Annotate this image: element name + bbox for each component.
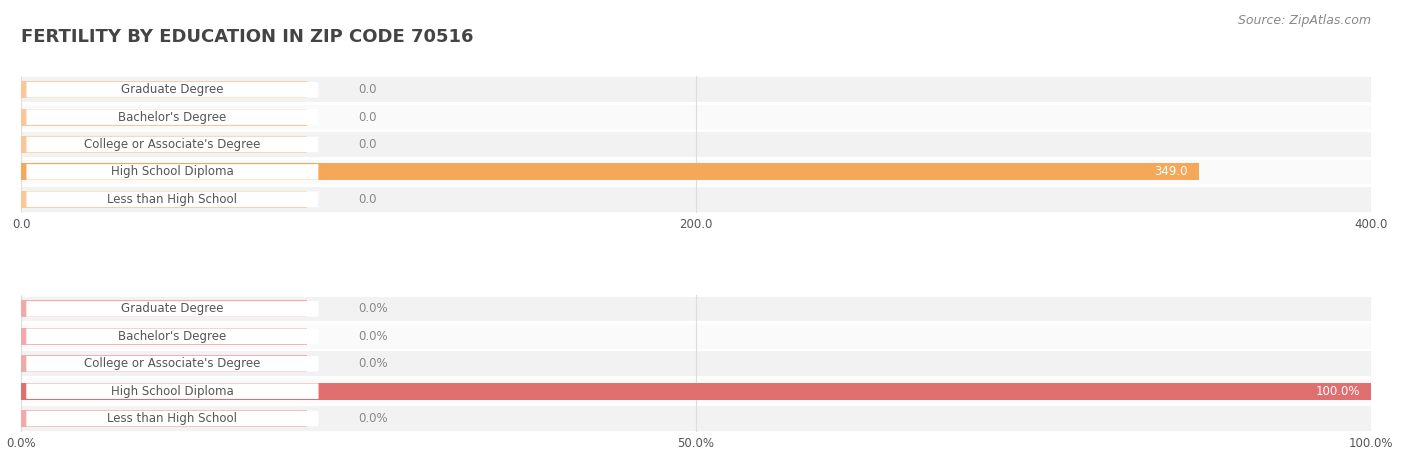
Bar (21, 328, 307, 345)
Bar (21, 324, 1371, 349)
FancyBboxPatch shape (27, 164, 318, 180)
Bar (21, 132, 1371, 157)
Bar (21, 81, 307, 98)
Text: Source: ZipAtlas.com: Source: ZipAtlas.com (1237, 14, 1371, 27)
Bar (21, 160, 1371, 184)
Bar (21, 352, 1371, 376)
FancyBboxPatch shape (27, 301, 319, 317)
Text: 0.0: 0.0 (359, 111, 377, 124)
FancyBboxPatch shape (27, 137, 318, 152)
Text: Bachelor's Degree: Bachelor's Degree (118, 111, 226, 124)
Text: Less than High School: Less than High School (107, 193, 238, 206)
Text: High School Diploma: High School Diploma (111, 385, 233, 398)
Text: 0.0: 0.0 (359, 83, 377, 96)
Text: 0.0%: 0.0% (359, 303, 388, 315)
Text: Graduate Degree: Graduate Degree (121, 303, 224, 315)
Text: FERTILITY BY EDUCATION IN ZIP CODE 70516: FERTILITY BY EDUCATION IN ZIP CODE 70516 (21, 28, 474, 47)
FancyBboxPatch shape (27, 329, 319, 344)
Bar (21, 105, 1371, 129)
FancyBboxPatch shape (27, 82, 318, 97)
Text: 0.0%: 0.0% (359, 412, 388, 425)
Bar (21, 191, 307, 208)
Bar (21, 187, 1371, 212)
Bar (21, 136, 307, 153)
Bar (21, 383, 1371, 399)
Text: Graduate Degree: Graduate Degree (121, 83, 224, 96)
Text: 349.0: 349.0 (1154, 165, 1188, 179)
Bar (21, 300, 307, 317)
Text: 0.0: 0.0 (359, 193, 377, 206)
Bar (21, 406, 1371, 431)
Bar (21, 163, 1199, 180)
Text: Bachelor's Degree: Bachelor's Degree (118, 330, 226, 343)
FancyBboxPatch shape (27, 383, 319, 399)
FancyBboxPatch shape (27, 356, 319, 371)
Bar (21, 109, 307, 125)
Text: 0.0: 0.0 (359, 138, 377, 151)
Text: College or Associate's Degree: College or Associate's Degree (84, 138, 260, 151)
Text: Less than High School: Less than High School (107, 412, 238, 425)
Bar (21, 77, 1371, 102)
Text: 0.0%: 0.0% (359, 357, 388, 370)
Text: High School Diploma: High School Diploma (111, 165, 233, 179)
Bar (21, 379, 1371, 403)
FancyBboxPatch shape (27, 411, 319, 427)
Bar (21, 355, 307, 372)
Text: 0.0%: 0.0% (359, 330, 388, 343)
Text: College or Associate's Degree: College or Associate's Degree (84, 357, 260, 370)
FancyBboxPatch shape (27, 109, 318, 125)
Bar (21, 410, 307, 427)
Text: 100.0%: 100.0% (1316, 385, 1360, 398)
Bar (21, 296, 1371, 321)
FancyBboxPatch shape (27, 191, 318, 207)
